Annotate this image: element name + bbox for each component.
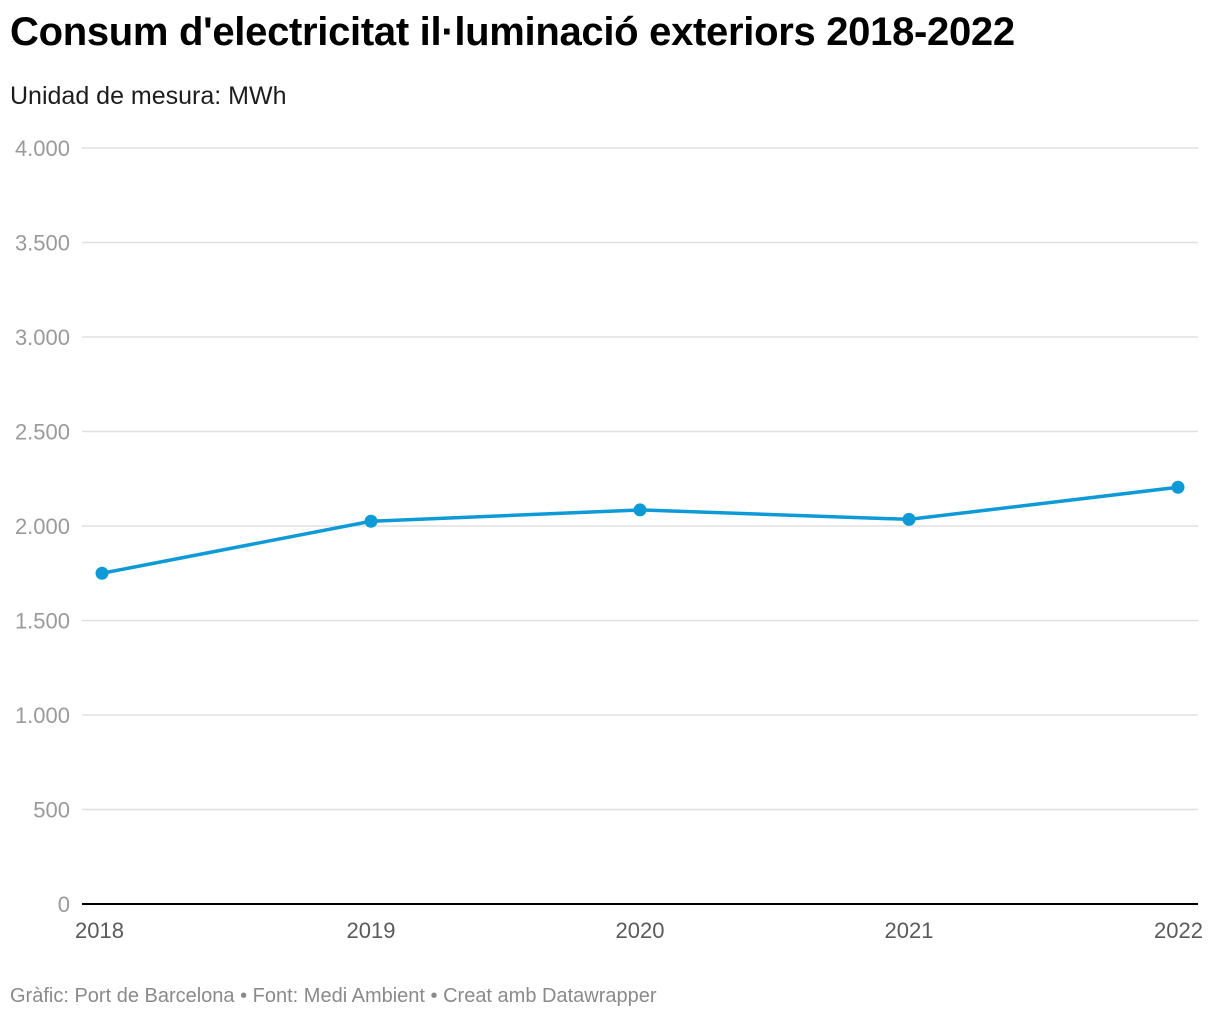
chart-title: Consum d'electricitat il·luminació exter… (10, 10, 1015, 54)
y-axis-ticks: 0 500 1.000 1.500 2.000 2.500 3.000 3.500 4.000 (15, 136, 70, 917)
chart-subtitle: Unidad de mesura: MWh (10, 82, 287, 110)
x-tick-label: 2021 (885, 918, 934, 943)
y-tick-label: 3.000 (15, 325, 70, 350)
data-point[interactable] (364, 514, 378, 528)
y-tick-label: 2.000 (15, 514, 70, 539)
x-tick-label: 2020 (616, 918, 665, 943)
series-line (100, 485, 1180, 575)
y-tick-label: 2.500 (15, 420, 70, 445)
gridlines (82, 147, 1198, 905)
x-tick-label: 2018 (75, 918, 124, 943)
y-tick-label: 4.000 (15, 136, 70, 161)
data-point[interactable] (633, 503, 647, 517)
y-tick-label: 500 (33, 798, 70, 823)
data-point[interactable] (95, 566, 109, 580)
data-point[interactable] (902, 512, 916, 526)
y-tick-label: 1.000 (15, 703, 70, 728)
y-tick-label: 1.500 (15, 609, 70, 634)
chart-footer: Gràfic: Port de Barcelona • Font: Medi A… (10, 985, 657, 1007)
line-chart: 05001.0001.5002.0002.5003.0003.5004.000 … (15, 136, 1203, 943)
x-tick-label: 2022 (1154, 918, 1203, 943)
y-tick-label: 3.500 (15, 231, 70, 256)
x-axis-ticks: 2018 2019 2020 2021 2022 (75, 918, 1203, 943)
x-tick-label: 2019 (347, 918, 396, 943)
series-layer (95, 480, 1185, 580)
y-tick-label: 0 (58, 892, 70, 917)
data-point[interactable] (1171, 480, 1185, 494)
